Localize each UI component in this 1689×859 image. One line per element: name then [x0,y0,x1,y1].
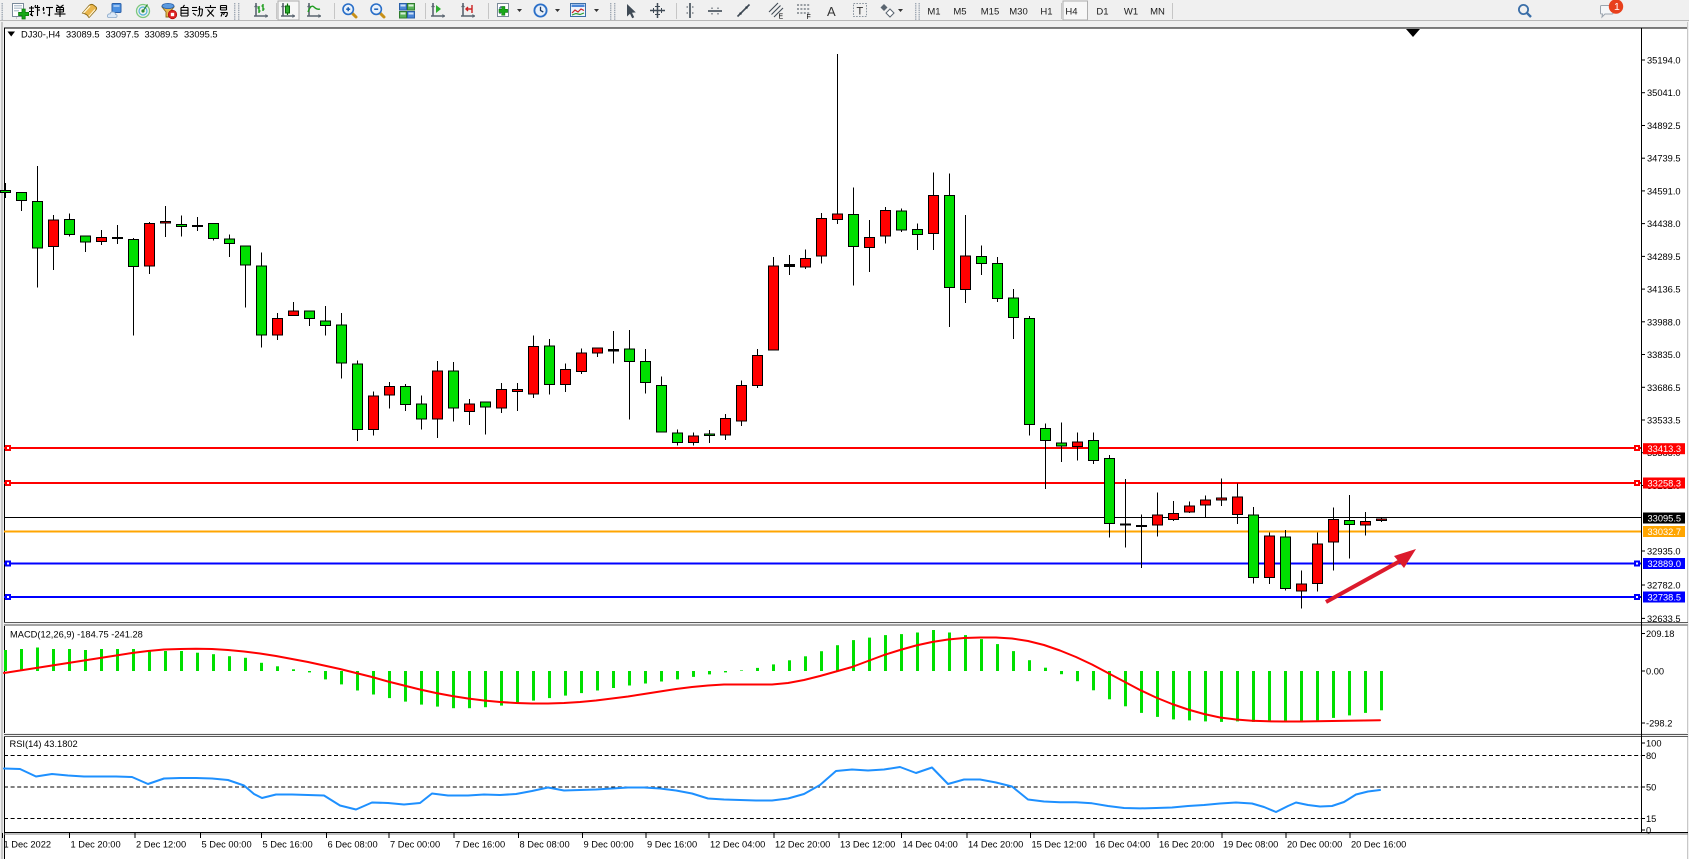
svg-text:-298.2: -298.2 [1646,719,1672,729]
svg-text:33258.3: 33258.3 [1648,479,1682,489]
svg-text:0: 0 [1646,826,1651,836]
svg-text:9 Dec 16:00: 9 Dec 16:00 [647,840,697,850]
svg-text:33089.5: 33089.5 [66,30,100,40]
svg-text:34591.0: 34591.0 [1647,186,1681,196]
svg-text:35041.0: 35041.0 [1647,88,1681,98]
svg-text:32738.5: 32738.5 [1648,593,1682,603]
svg-text:34136.5: 34136.5 [1647,285,1681,295]
svg-text:H1: H1 [1040,7,1052,18]
svg-text:8 Dec 08:00: 8 Dec 08:00 [520,840,570,850]
svg-text:34438.0: 34438.0 [1647,219,1681,229]
svg-text:M15: M15 [981,7,999,18]
svg-text:E: E [779,14,784,21]
svg-text:33097.5: 33097.5 [106,30,140,40]
svg-text:16 Dec 04:00: 16 Dec 04:00 [1095,840,1150,850]
svg-text:34739.5: 34739.5 [1647,154,1681,164]
svg-text:16 Dec 20:00: 16 Dec 20:00 [1159,840,1214,850]
svg-text:32782.0: 32782.0 [1647,581,1681,591]
svg-text:DJ30-,H4: DJ30-,H4 [21,30,60,40]
svg-text:9 Dec 00:00: 9 Dec 00:00 [584,840,634,850]
svg-text:33533.5: 33533.5 [1647,416,1681,426]
svg-text:7 Dec 00:00: 7 Dec 00:00 [390,840,440,850]
svg-text:15: 15 [1646,814,1656,824]
svg-text:2 Dec 12:00: 2 Dec 12:00 [136,840,186,850]
svg-text:33835.0: 33835.0 [1647,350,1681,360]
svg-text:12 Dec 20:00: 12 Dec 20:00 [775,840,830,850]
svg-text:33095.5: 33095.5 [184,30,218,40]
svg-text:80: 80 [1646,751,1656,761]
svg-text:T: T [857,6,864,18]
svg-text:D1: D1 [1096,7,1108,18]
svg-text:H4: H4 [1065,7,1077,18]
svg-text:1 Dec 2022: 1 Dec 2022 [4,840,52,850]
svg-text:M5: M5 [953,7,966,18]
svg-text:M30: M30 [1009,7,1027,18]
svg-text:35194.0: 35194.0 [1647,56,1681,66]
svg-text:34892.5: 34892.5 [1647,121,1681,131]
svg-text:14 Dec 04:00: 14 Dec 04:00 [903,840,958,850]
svg-text:12 Dec 04:00: 12 Dec 04:00 [710,840,765,850]
svg-text:33032.7: 33032.7 [1648,527,1682,537]
svg-text:33686.5: 33686.5 [1647,383,1681,393]
svg-text:33095.5: 33095.5 [1648,514,1682,524]
svg-text:1 Dec 20:00: 1 Dec 20:00 [71,840,121,850]
svg-text:33089.5: 33089.5 [145,30,179,40]
svg-text:15 Dec 12:00: 15 Dec 12:00 [1032,840,1087,850]
svg-text:209.18: 209.18 [1646,629,1674,639]
svg-text:13 Dec 12:00: 13 Dec 12:00 [840,840,895,850]
svg-text:100: 100 [1646,739,1662,749]
svg-text:W1: W1 [1124,7,1138,18]
svg-text:5 Dec 00:00: 5 Dec 00:00 [202,840,252,850]
svg-text:MACD(12,26,9) -184.75 -241.28: MACD(12,26,9) -184.75 -241.28 [10,630,143,640]
svg-text:5 Dec 16:00: 5 Dec 16:00 [263,840,313,850]
svg-text:32889.0: 32889.0 [1648,559,1682,569]
svg-text:33413.3: 33413.3 [1648,444,1682,454]
svg-text:RSI(14) 43.1802: RSI(14) 43.1802 [10,739,78,749]
svg-text:F: F [807,14,811,21]
svg-text:19 Dec 08:00: 19 Dec 08:00 [1223,840,1278,850]
svg-text:0.00: 0.00 [1646,667,1664,677]
svg-text:20 Dec 16:00: 20 Dec 16:00 [1351,840,1406,850]
svg-text:M1: M1 [927,7,940,18]
svg-text:MN: MN [1150,7,1165,18]
svg-text:50: 50 [1646,783,1656,793]
svg-text:32935.0: 32935.0 [1647,547,1681,557]
svg-text:A: A [827,4,836,19]
svg-text:34289.5: 34289.5 [1647,252,1681,262]
svg-text:7 Dec 16:00: 7 Dec 16:00 [455,840,505,850]
svg-text:1: 1 [1614,1,1620,13]
svg-text:20 Dec 00:00: 20 Dec 00:00 [1287,840,1342,850]
svg-text:32633.5: 32633.5 [1647,614,1681,624]
svg-text:6 Dec 08:00: 6 Dec 08:00 [328,840,378,850]
svg-text:14 Dec 20:00: 14 Dec 20:00 [968,840,1023,850]
svg-text:33988.0: 33988.0 [1647,317,1681,327]
